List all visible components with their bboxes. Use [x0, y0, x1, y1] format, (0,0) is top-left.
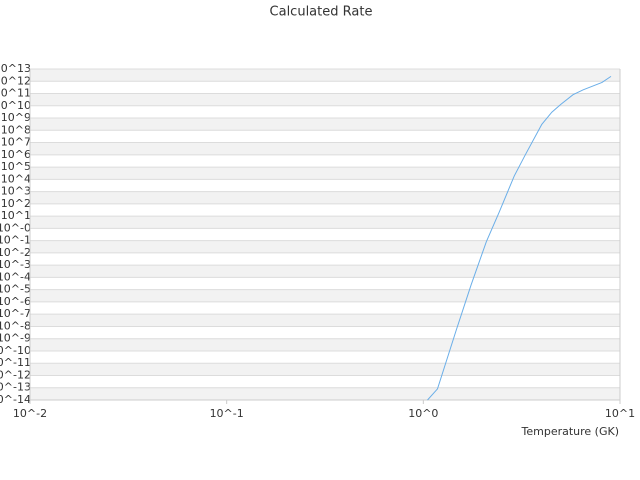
y-tick-label: 10^9 [1, 111, 31, 124]
y-tick-label: 10^10 [0, 99, 31, 112]
grid-band [30, 314, 620, 327]
grid-band [30, 289, 620, 302]
chart-title: Calculated Rate [270, 5, 373, 20]
data-line [427, 75, 612, 401]
x-tick-label: 10^0 [408, 407, 438, 420]
grid-band [30, 216, 620, 229]
y-tick-label: 10^-1 [0, 234, 31, 247]
y-tick-label: 10^1 [1, 209, 31, 222]
x-tick-label: 10^-1 [210, 407, 244, 420]
y-tick-label: 10^-13 [0, 381, 31, 394]
grid-band [30, 118, 620, 131]
y-tick-label: 10^13 [0, 62, 31, 75]
y-tick-label: 10^12 [0, 74, 31, 87]
y-tick-label: 10^-14 [0, 393, 31, 406]
y-tick-label: 10^6 [1, 148, 31, 161]
grid-band [30, 363, 620, 376]
y-tick-label: 10^2 [1, 197, 31, 210]
grid-band [30, 167, 620, 180]
y-tick-label: 10^-11 [0, 356, 31, 369]
y-tick-label: 10^-6 [0, 295, 31, 308]
y-tick-label: 10^-10 [0, 344, 31, 357]
grid-band [30, 387, 620, 400]
grid-band [30, 265, 620, 278]
y-tick-label: 10^8 [1, 123, 31, 136]
y-tick-label: 10^5 [1, 160, 31, 173]
y-tick-label: 10^4 [1, 172, 31, 185]
y-tick-label: 10^-9 [0, 332, 31, 345]
grid-band [30, 191, 620, 204]
y-tick-label: 10^3 [1, 185, 31, 198]
x-axis-label: Temperature (GK) [521, 425, 620, 438]
grid-band [30, 240, 620, 253]
grid-band [30, 338, 620, 351]
y-tick-label: 10^7 [1, 136, 31, 149]
y-tick-label: 10^-12 [0, 368, 31, 381]
y-tick-label: 10^11 [0, 87, 31, 100]
y-tick-label: 10^-4 [0, 270, 31, 283]
x-tick-label: 10^1 [605, 407, 635, 420]
grid-band [30, 93, 620, 106]
y-tick-label: 10^-5 [0, 283, 31, 296]
y-tick-label: 10^-8 [0, 319, 31, 332]
y-tick-label: 10^-0 [0, 221, 31, 234]
x-tick-label: 10^-2 [13, 407, 47, 420]
y-tick-label: 10^-7 [0, 307, 31, 320]
grid-band [30, 69, 620, 82]
y-tick-label: 10^-2 [0, 246, 31, 259]
y-tick-label: 10^-3 [0, 258, 31, 271]
grid-band [30, 142, 620, 155]
